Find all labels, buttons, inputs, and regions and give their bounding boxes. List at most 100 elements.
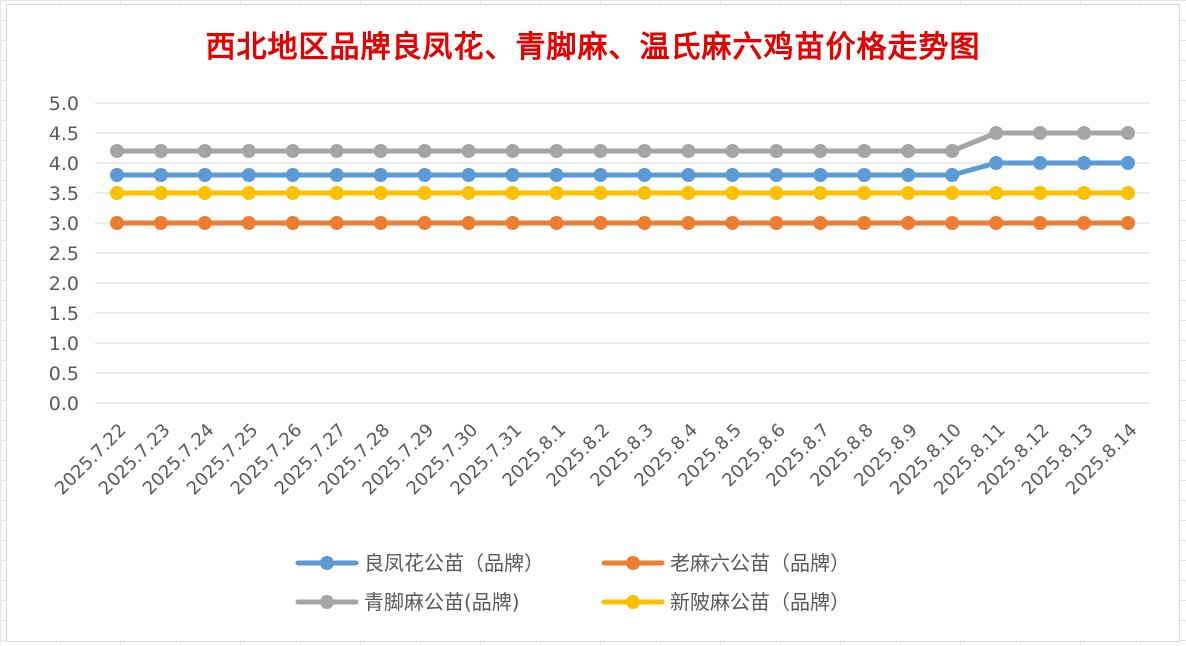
series-line[interactable]	[114, 160, 1131, 178]
data-point[interactable]	[505, 216, 520, 230]
data-point[interactable]	[945, 216, 960, 230]
data-point[interactable]	[373, 186, 388, 200]
data-point[interactable]	[505, 186, 520, 200]
data-point[interactable]	[549, 144, 564, 158]
data-point[interactable]	[373, 168, 388, 182]
data-point[interactable]	[989, 156, 1004, 170]
data-point[interactable]	[1121, 216, 1136, 230]
data-point[interactable]	[329, 144, 344, 158]
data-point[interactable]	[505, 144, 520, 158]
data-point[interactable]	[549, 186, 564, 200]
data-point[interactable]	[1121, 186, 1136, 200]
data-point[interactable]	[285, 216, 300, 230]
data-point[interactable]	[681, 168, 696, 182]
data-point[interactable]	[417, 216, 432, 230]
chart-area[interactable]	[6, 4, 1180, 642]
data-point[interactable]	[1077, 126, 1092, 140]
data-point[interactable]	[549, 216, 564, 230]
data-point[interactable]	[109, 186, 124, 200]
data-point[interactable]	[901, 186, 916, 200]
data-point[interactable]	[857, 186, 872, 200]
data-point[interactable]	[505, 168, 520, 182]
data-point[interactable]	[285, 168, 300, 182]
data-point[interactable]	[945, 144, 960, 158]
data-point[interactable]	[373, 216, 388, 230]
data-point[interactable]	[109, 144, 124, 158]
data-point[interactable]	[813, 144, 828, 158]
data-point[interactable]	[285, 186, 300, 200]
data-point[interactable]	[329, 216, 344, 230]
legend-label[interactable]: 新陂麻公苗（品牌）	[670, 590, 850, 614]
data-point[interactable]	[549, 168, 564, 182]
data-point[interactable]	[109, 216, 124, 230]
data-point[interactable]	[461, 186, 476, 200]
data-point[interactable]	[945, 168, 960, 182]
legend-label[interactable]: 青脚麻公苗(品牌)	[364, 590, 520, 614]
data-point[interactable]	[241, 168, 256, 182]
data-point[interactable]	[197, 216, 212, 230]
data-point[interactable]	[593, 216, 608, 230]
data-point[interactable]	[901, 144, 916, 158]
data-point[interactable]	[725, 168, 740, 182]
data-point[interactable]	[329, 168, 344, 182]
data-point[interactable]	[329, 186, 344, 200]
data-point[interactable]	[197, 168, 212, 182]
data-point[interactable]	[241, 216, 256, 230]
data-point[interactable]	[1033, 126, 1048, 140]
data-point[interactable]	[593, 144, 608, 158]
data-point[interactable]	[153, 216, 168, 230]
legend-label[interactable]: 良凤花公苗（品牌）	[364, 551, 544, 575]
data-point[interactable]	[813, 186, 828, 200]
data-point[interactable]	[1077, 216, 1092, 230]
data-point[interactable]	[857, 216, 872, 230]
data-point[interactable]	[769, 186, 784, 200]
data-point[interactable]	[1033, 156, 1048, 170]
data-point[interactable]	[373, 144, 388, 158]
data-point[interactable]	[989, 216, 1004, 230]
data-point[interactable]	[725, 186, 740, 200]
data-point[interactable]	[461, 168, 476, 182]
data-point[interactable]	[461, 216, 476, 230]
data-point[interactable]	[725, 216, 740, 230]
data-point[interactable]	[945, 186, 960, 200]
data-point[interactable]	[901, 216, 916, 230]
data-point[interactable]	[725, 144, 740, 158]
data-point[interactable]	[417, 186, 432, 200]
data-point[interactable]	[769, 144, 784, 158]
data-point[interactable]	[593, 186, 608, 200]
data-point[interactable]	[681, 144, 696, 158]
data-point[interactable]	[681, 216, 696, 230]
data-point[interactable]	[197, 144, 212, 158]
series-line[interactable]	[114, 130, 1131, 154]
data-point[interactable]	[153, 168, 168, 182]
data-point[interactable]	[989, 126, 1004, 140]
data-point[interactable]	[681, 186, 696, 200]
data-point[interactable]	[417, 168, 432, 182]
data-point[interactable]	[857, 168, 872, 182]
data-point[interactable]	[1077, 156, 1092, 170]
data-point[interactable]	[109, 168, 124, 182]
data-point[interactable]	[769, 168, 784, 182]
data-point[interactable]	[901, 168, 916, 182]
legend-label[interactable]: 老麻六公苗（品牌）	[670, 551, 850, 575]
data-point[interactable]	[241, 186, 256, 200]
data-point[interactable]	[637, 216, 652, 230]
data-point[interactable]	[813, 168, 828, 182]
data-point[interactable]	[1121, 126, 1136, 140]
data-point[interactable]	[637, 144, 652, 158]
data-point[interactable]	[461, 144, 476, 158]
data-point[interactable]	[197, 186, 212, 200]
data-point[interactable]	[285, 144, 300, 158]
data-point[interactable]	[1033, 216, 1048, 230]
data-point[interactable]	[153, 144, 168, 158]
data-point[interactable]	[153, 186, 168, 200]
data-point[interactable]	[1121, 156, 1136, 170]
data-point[interactable]	[637, 168, 652, 182]
data-point[interactable]	[857, 144, 872, 158]
data-point[interactable]	[769, 216, 784, 230]
data-point[interactable]	[241, 144, 256, 158]
data-point[interactable]	[637, 186, 652, 200]
data-point[interactable]	[989, 186, 1004, 200]
data-point[interactable]	[417, 144, 432, 158]
data-point[interactable]	[1033, 186, 1048, 200]
